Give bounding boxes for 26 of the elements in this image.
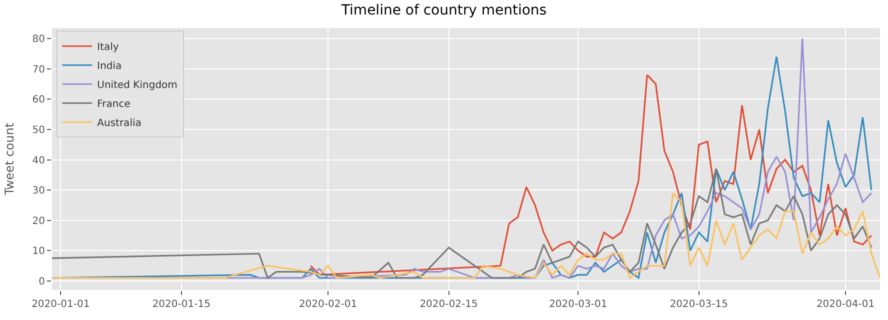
legend-label: France bbox=[97, 99, 130, 110]
y-tick-label: 50 bbox=[32, 124, 45, 136]
x-tick-label: 2020-03-15 bbox=[670, 299, 728, 310]
y-tick-label: 0 bbox=[38, 276, 45, 288]
y-axis-title: Tweet count bbox=[2, 122, 17, 196]
line-series bbox=[310, 74, 872, 276]
x-tick-label: 2020-02-01 bbox=[298, 299, 358, 310]
y-tick-label: 60 bbox=[32, 94, 45, 106]
x-tick-label: 2020-02-15 bbox=[420, 299, 478, 310]
x-tick-label: 2020-01-01 bbox=[32, 299, 90, 310]
x-tick-label: 2020-04-01 bbox=[816, 299, 875, 310]
x-tick-label: 2020-01-15 bbox=[152, 299, 210, 310]
y-tick-label: 40 bbox=[32, 155, 45, 166]
legend-label: Italy bbox=[97, 42, 119, 54]
legend-label: Australia bbox=[97, 118, 142, 130]
legend-label: United Kingdom bbox=[97, 80, 178, 92]
line-series bbox=[52, 168, 872, 279]
y-tick-label: 70 bbox=[32, 64, 45, 76]
x-tick-label: 2020-03-01 bbox=[549, 299, 608, 310]
line-series bbox=[52, 192, 880, 279]
y-tick-label: 30 bbox=[32, 186, 45, 197]
y-tick-label: 20 bbox=[32, 216, 45, 227]
chart-title: Timeline of country mentions bbox=[340, 2, 547, 19]
y-tick-label: 10 bbox=[32, 246, 45, 258]
legend-label: India bbox=[97, 61, 122, 72]
y-tick-label: 80 bbox=[32, 34, 45, 46]
